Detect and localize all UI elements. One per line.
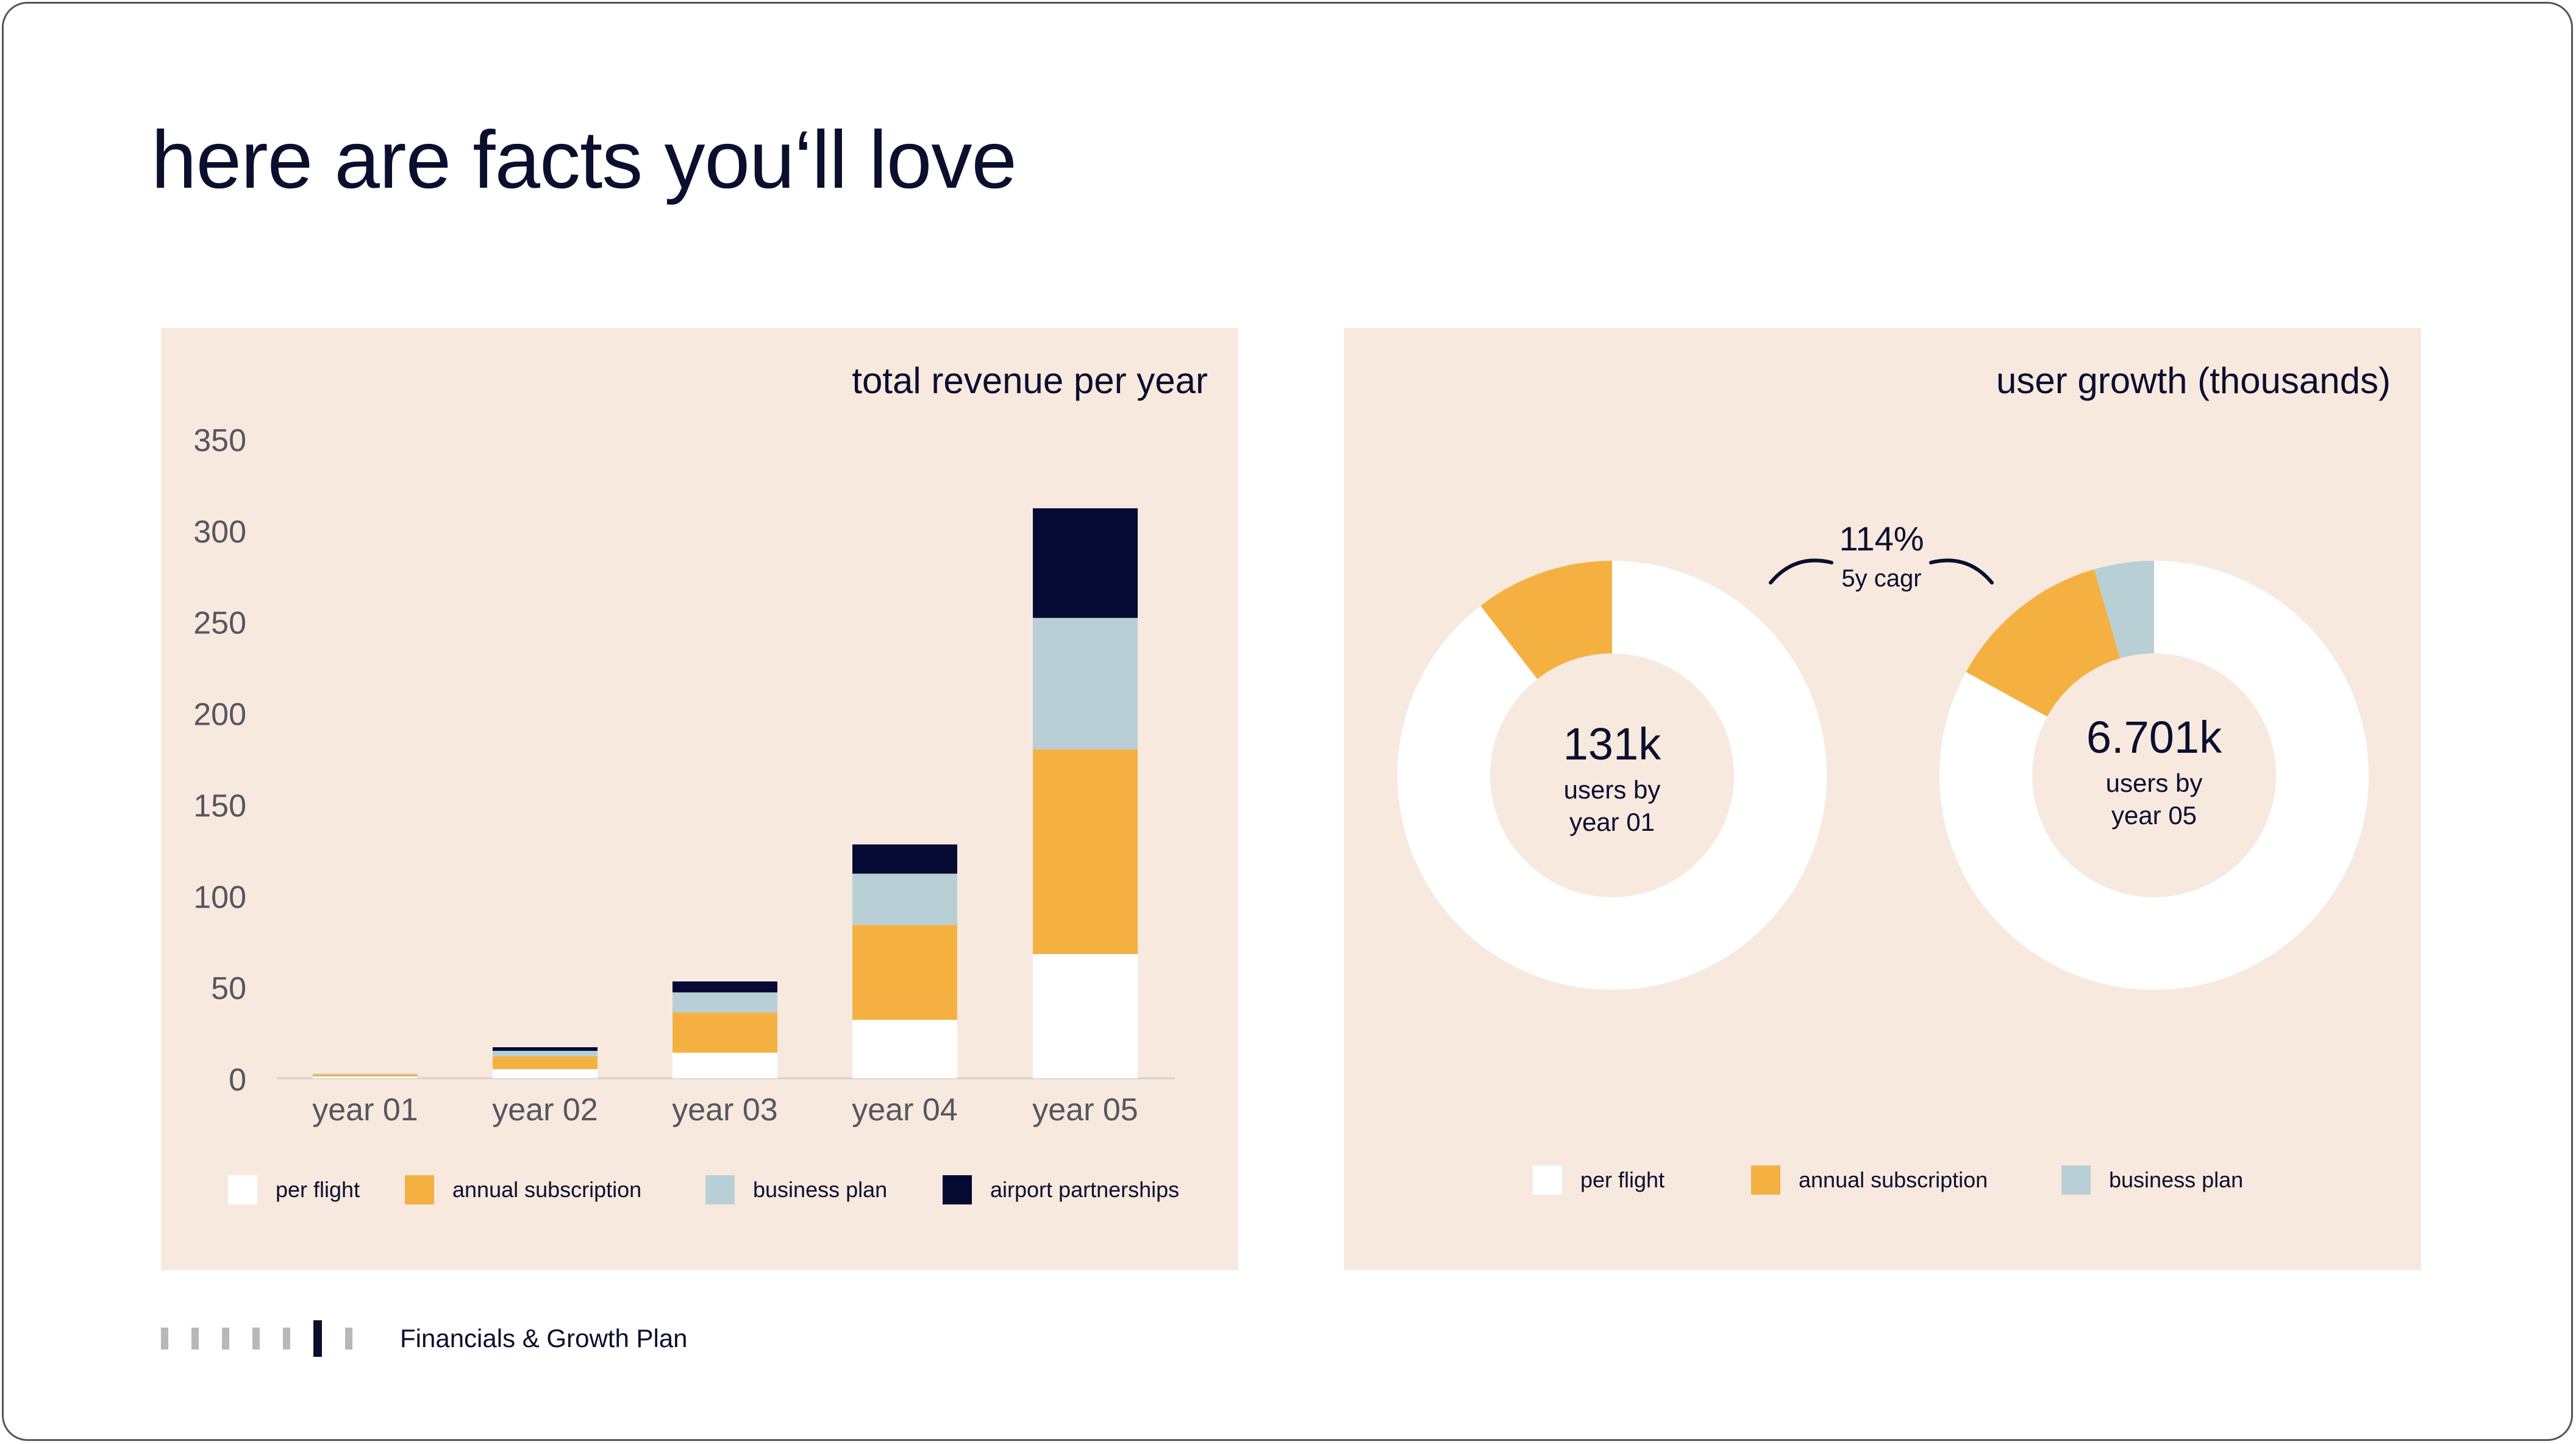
y-tick-label: 100 <box>193 880 246 915</box>
page-title: here are facts you‘ll love <box>151 115 1017 205</box>
legend-swatch <box>1533 1165 1562 1195</box>
y-tick-label: 0 <box>229 1062 246 1098</box>
bar-segment-airport-partnerships <box>1033 508 1138 618</box>
user-growth-panel: user growth (thousands) 131k users by ye… <box>1344 328 2421 1270</box>
donut1-center-label-line2: year 01 <box>1569 808 1655 836</box>
donut-year-05 <box>1939 561 2369 990</box>
legend-label: annual subscription <box>1799 1167 1988 1192</box>
x-tick-label: year 02 <box>492 1092 598 1128</box>
bar-segment-per-flight <box>493 1069 598 1078</box>
legend-item-business-plan: business plan <box>2061 1165 2243 1195</box>
bar-segment-annual-subscription <box>313 1075 418 1077</box>
bar-segment-annual-subscription <box>673 1012 777 1053</box>
donut2-center-value: 6.701k <box>2086 712 2222 763</box>
legend-swatch <box>228 1175 257 1204</box>
bar-segment-airport-partnerships <box>493 1047 598 1051</box>
cagr-arc-left <box>1769 558 1833 585</box>
revenue-chart-title: total revenue per year <box>852 360 1208 401</box>
progress-step <box>222 1328 229 1350</box>
progress-step <box>252 1328 260 1350</box>
legend-swatch <box>2061 1165 2091 1195</box>
revenue-chart: 0 50 100 150 200 250 300 350 year 01 year 02 year … <box>193 423 1175 1128</box>
donut-slice-annual-subscription <box>1480 561 1613 680</box>
progress-step <box>161 1328 168 1350</box>
bar-segment-per-flight <box>313 1076 418 1078</box>
x-tick-label: year 01 <box>312 1092 418 1128</box>
legend-label: airport partnerships <box>990 1177 1180 1202</box>
legend-label: annual subscription <box>452 1177 642 1202</box>
cagr-arc-right <box>1929 558 1994 585</box>
bar-segment-business-plan <box>313 1073 418 1075</box>
legend-label: per flight <box>276 1177 360 1202</box>
legend-item-annual-subscription: annual subscription <box>405 1175 641 1204</box>
y-tick-label: 300 <box>193 514 246 550</box>
donut-slice-business-plan <box>2094 561 2155 659</box>
legend-swatch <box>705 1175 735 1204</box>
donut-slice-per-flight <box>1939 561 2369 990</box>
bar-segment-business-plan <box>1033 617 1138 750</box>
user-growth-chart: 131k users by year 01 6.701k users by ye… <box>1397 519 2369 990</box>
donut2-center-label-line1: users by <box>2106 769 2203 797</box>
bar-segment-annual-subscription <box>1033 749 1138 955</box>
legend-label: per flight <box>1580 1167 1665 1192</box>
footer: Financials & Growth Plan <box>161 1317 688 1360</box>
x-tick-label: year 05 <box>1032 1092 1138 1128</box>
legend-item-annual-subscription: annual subscription <box>1751 1165 1988 1195</box>
progress-step <box>283 1328 290 1350</box>
legend-label: business plan <box>2109 1167 2244 1192</box>
y-tick-label: 50 <box>211 971 246 1006</box>
user-growth-title: user growth (thousands) <box>1996 360 2391 401</box>
progress-step <box>313 1320 322 1357</box>
y-tick-label: 150 <box>193 788 246 823</box>
bar-segment-annual-subscription <box>852 925 957 1020</box>
legend-label: business plan <box>753 1177 888 1202</box>
donut2-center-label-line2: year 05 <box>2111 801 2197 830</box>
x-tick-label: year 03 <box>672 1092 777 1128</box>
bar-segment-business-plan <box>852 873 957 925</box>
legend-item-per-flight: per flight <box>1533 1165 1664 1195</box>
revenue-chart-panel: total revenue per year 0 50 100 150 200 250 30… <box>161 328 1238 1270</box>
cagr-value: 114% <box>1839 519 1924 558</box>
cagr-label: 5y cagr <box>1841 565 1921 592</box>
progress-step <box>345 1328 352 1350</box>
x-tick-label: year 04 <box>852 1092 957 1128</box>
donut1-center-label-line1: users by <box>1564 775 1661 804</box>
donut-slice-per-flight <box>1397 561 1827 990</box>
y-tick-label: 200 <box>193 697 246 733</box>
y-tick-label: 350 <box>193 423 246 458</box>
bar-segment-business-plan <box>673 992 777 1013</box>
progress-step <box>191 1328 199 1350</box>
bar-segment-per-flight <box>1033 954 1138 1078</box>
legend-swatch <box>943 1175 972 1204</box>
donut-year-01 <box>1397 561 1827 990</box>
bar-segment-annual-subscription <box>493 1056 598 1070</box>
legend-swatch <box>1751 1165 1780 1195</box>
section-progress-indicator <box>161 1320 376 1357</box>
donut-slice-annual-subscription <box>1966 569 2121 718</box>
legend-item-business-plan: business plan <box>705 1175 887 1204</box>
bar-segment-per-flight <box>673 1053 777 1078</box>
bar-segment-business-plan <box>493 1051 598 1057</box>
donut1-center-value: 131k <box>1563 719 1661 769</box>
bar-segment-per-flight <box>852 1020 957 1078</box>
legend-item-per-flight: per flight <box>228 1175 360 1204</box>
legend-item-airport-partnerships: airport partnerships <box>943 1175 1179 1204</box>
bar-segment-airport-partnerships <box>673 981 777 993</box>
bar-segment-airport-partnerships <box>852 844 957 874</box>
legend-swatch <box>405 1175 434 1204</box>
footer-section-label: Financials & Growth Plan <box>400 1324 688 1353</box>
y-tick-label: 250 <box>193 606 246 641</box>
